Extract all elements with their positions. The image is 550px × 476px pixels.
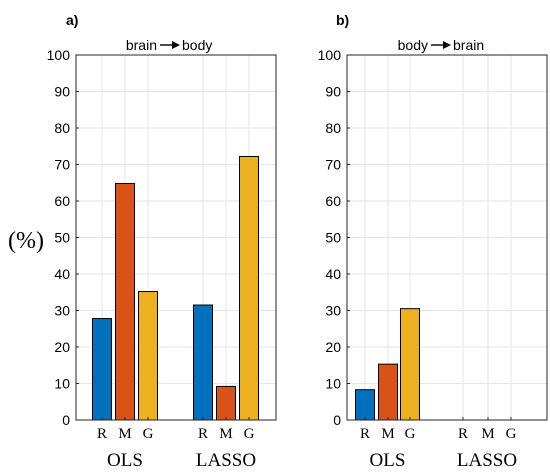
- panel-label-b: b): [336, 12, 349, 28]
- x-tick-label: M: [118, 426, 131, 442]
- x-tick-label: M: [219, 426, 232, 442]
- group-label-ols: OLS: [370, 450, 406, 471]
- x-tick-label: R: [360, 426, 370, 442]
- y-tick-label: 80: [325, 120, 341, 136]
- group-label-lasso: LASSO: [457, 450, 517, 471]
- y-tick-label: 60: [54, 193, 70, 209]
- x-tick-label: M: [381, 426, 394, 442]
- y-tick-label: 10: [325, 376, 341, 392]
- group-label-ols: OLS: [107, 450, 143, 471]
- bar-ols-r: [92, 318, 112, 421]
- y-tick-label: 100: [318, 47, 342, 63]
- y-tick-label: 0: [333, 412, 341, 428]
- x-tick-label: G: [405, 426, 416, 442]
- y-tick-label: 20: [54, 339, 70, 355]
- x-tick-label: G: [506, 426, 517, 442]
- arrow-icon: [431, 41, 451, 49]
- x-tick-label: G: [244, 426, 255, 442]
- bar-ols-r: [355, 389, 375, 421]
- y-tick-label: 40: [54, 266, 70, 282]
- panel-b-title-right: brain: [453, 37, 484, 53]
- group-label-lasso: LASSO: [196, 450, 256, 471]
- y-unit-label: (%): [8, 228, 44, 254]
- y-tick-label: 100: [47, 47, 71, 63]
- bar-ols-g: [400, 308, 420, 421]
- bar-ols-m: [115, 182, 135, 421]
- bar-lasso-g: [239, 155, 259, 421]
- y-tick-label: 60: [325, 193, 341, 209]
- y-tick-label: 50: [54, 230, 70, 246]
- x-tick-label: R: [97, 426, 107, 442]
- arrow-icon: [160, 41, 180, 49]
- panel-b-title-left: body: [398, 37, 428, 53]
- bar-lasso-m: [216, 385, 236, 421]
- panel-a-title: brain body: [126, 37, 213, 53]
- y-tick-label: 0: [62, 412, 70, 428]
- x-tick-label: G: [143, 426, 154, 442]
- panel-a-title-left: brain: [126, 37, 157, 53]
- y-tick-label: 70: [325, 157, 341, 173]
- bar-lasso-r: [193, 304, 213, 421]
- bar-ols-g: [138, 291, 158, 421]
- y-tick-label: 50: [325, 230, 341, 246]
- y-tick-label: 90: [54, 84, 70, 100]
- y-tick-label: 80: [54, 120, 70, 136]
- y-tick-label: 90: [325, 84, 341, 100]
- x-tick-label: R: [458, 426, 468, 442]
- bar-ols-m: [378, 363, 398, 421]
- axes-box-b: [346, 54, 548, 421]
- y-tick-label: 30: [325, 303, 341, 319]
- x-tick-label: R: [198, 426, 208, 442]
- y-tick-label: 30: [54, 303, 70, 319]
- axes-box-a: [75, 54, 277, 421]
- y-tick-label: 10: [54, 376, 70, 392]
- panel-b-title: body brain: [398, 37, 485, 53]
- panel-a-title-right: body: [182, 37, 212, 53]
- y-tick-label: 70: [54, 157, 70, 173]
- x-tick-label: M: [481, 426, 494, 442]
- y-tick-label: 40: [325, 266, 341, 282]
- panel-label-a: a): [66, 12, 78, 28]
- y-tick-label: 20: [325, 339, 341, 355]
